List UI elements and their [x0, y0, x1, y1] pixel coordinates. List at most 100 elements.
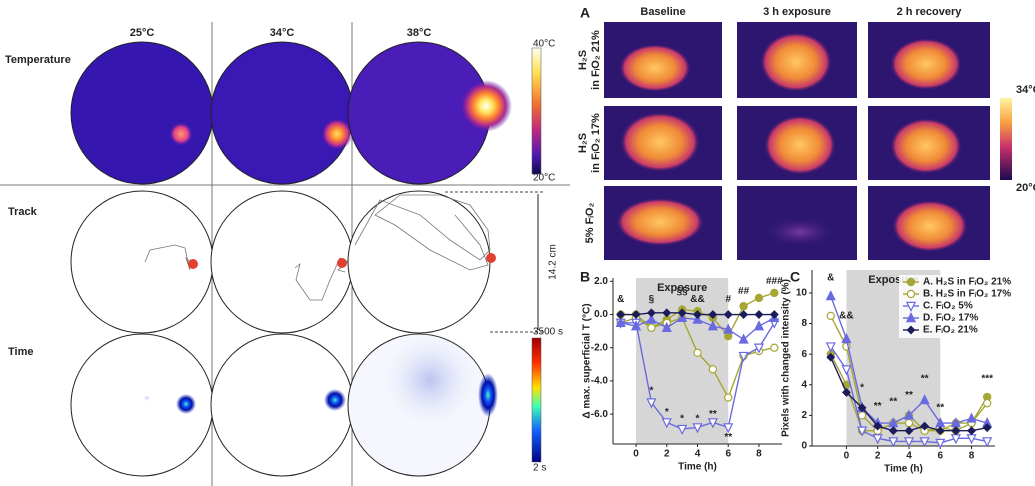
y-axis-title: Δ max. superficial T (°C)	[582, 303, 593, 418]
y-tick-label: 10	[796, 288, 808, 299]
data-point	[903, 409, 915, 420]
x-tick-label: 2	[664, 449, 670, 460]
data-point	[856, 426, 868, 437]
panel-letter: C	[790, 269, 800, 285]
arena-track	[210, 190, 354, 334]
significance: §§	[677, 286, 689, 297]
data-point	[708, 365, 718, 374]
y-tick-label: 0.0	[594, 309, 608, 320]
significance: **	[936, 402, 944, 413]
colorbar	[1000, 98, 1012, 180]
x-tick-label: 2	[875, 451, 881, 462]
position	[188, 259, 198, 269]
row-label: Time	[8, 346, 33, 358]
data-point	[631, 310, 641, 319]
x-tick-label: 4	[695, 449, 701, 460]
colorbar	[531, 47, 542, 175]
data-point	[857, 403, 867, 413]
data-point	[662, 308, 672, 318]
row-label: H₂S	[577, 50, 589, 70]
hot-spot	[460, 80, 512, 132]
data-point	[857, 411, 867, 420]
y-tick-label: 2	[801, 410, 807, 421]
x-axis-title: Time (h)	[678, 462, 717, 473]
legend-marker	[906, 277, 916, 287]
significance: **	[724, 432, 732, 443]
data-point	[872, 434, 883, 445]
x-tick-label: 8	[969, 451, 975, 462]
scale-label: 14.2 cm	[548, 244, 559, 280]
data-point	[677, 424, 688, 436]
data-point	[738, 333, 749, 344]
data-point	[826, 311, 835, 321]
row-label: Track	[8, 206, 38, 218]
significance: &&	[690, 294, 704, 305]
dwell	[176, 394, 196, 414]
x-tick-label: 6	[937, 451, 943, 462]
colorbar	[531, 337, 542, 463]
row-label: H₂S	[577, 133, 589, 153]
animal	[892, 200, 968, 252]
hot-spot	[321, 118, 353, 150]
legend-marker	[905, 301, 917, 312]
data-point	[888, 426, 898, 436]
x-tick-label: 0	[633, 449, 639, 460]
significance: &	[827, 272, 834, 283]
position	[486, 253, 496, 263]
animal	[616, 198, 704, 246]
arena-thermal	[70, 41, 214, 185]
significance: *	[696, 414, 700, 425]
data-point	[661, 418, 672, 429]
data-point	[708, 310, 718, 319]
column-header: 25°C	[130, 27, 155, 39]
column-header: 3 h exposure	[763, 6, 831, 18]
legend-marker	[905, 312, 917, 323]
data-point	[646, 308, 656, 318]
y-tick-label: -4.0	[591, 376, 609, 387]
legend-label: D. FᵢO₂ 17%	[923, 313, 978, 324]
legend-label: C. FᵢO₂ 5%	[923, 301, 973, 312]
colorbar-min: 20°C	[533, 173, 555, 184]
data-point	[770, 288, 779, 298]
data-point	[841, 332, 852, 344]
row-label: Temperature	[5, 54, 71, 66]
animal	[760, 32, 832, 92]
x-tick-label: 0	[844, 451, 850, 462]
significance: **	[874, 401, 882, 412]
data-point	[723, 310, 733, 319]
legend-marker	[906, 325, 916, 335]
data-point	[615, 316, 626, 328]
animal	[890, 118, 962, 174]
data-point	[841, 387, 851, 397]
animal	[890, 38, 962, 90]
data-point	[707, 320, 718, 331]
data-point	[646, 313, 657, 324]
data-point	[616, 310, 626, 319]
data-point	[692, 423, 703, 434]
y-tick-label: 6	[801, 349, 807, 360]
significance: ###	[766, 276, 783, 287]
arena-thermal	[210, 41, 354, 185]
data-point	[739, 302, 748, 311]
y-tick-label: 0	[801, 441, 807, 452]
significance: *	[649, 386, 653, 397]
arena-track	[347, 190, 491, 334]
row-label: in FᵢO₂ 17%	[590, 113, 602, 173]
data-point	[738, 351, 749, 362]
dwell	[478, 373, 498, 417]
data-point	[707, 418, 718, 429]
x-tick-label: 8	[756, 449, 762, 460]
column-header: 2 h recovery	[897, 6, 963, 18]
data-point	[935, 438, 946, 449]
data-point	[723, 323, 734, 334]
data-point	[646, 398, 657, 409]
data-point	[982, 437, 993, 448]
data-point	[630, 320, 642, 331]
data-point	[919, 437, 930, 448]
data-point	[753, 320, 765, 331]
data-point	[692, 313, 703, 324]
significance: **	[905, 390, 913, 401]
data-point	[754, 293, 764, 303]
